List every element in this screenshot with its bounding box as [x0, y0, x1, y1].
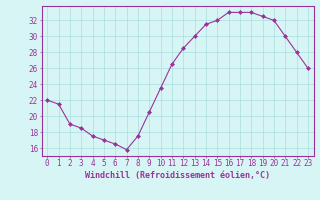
X-axis label: Windchill (Refroidissement éolien,°C): Windchill (Refroidissement éolien,°C): [85, 171, 270, 180]
